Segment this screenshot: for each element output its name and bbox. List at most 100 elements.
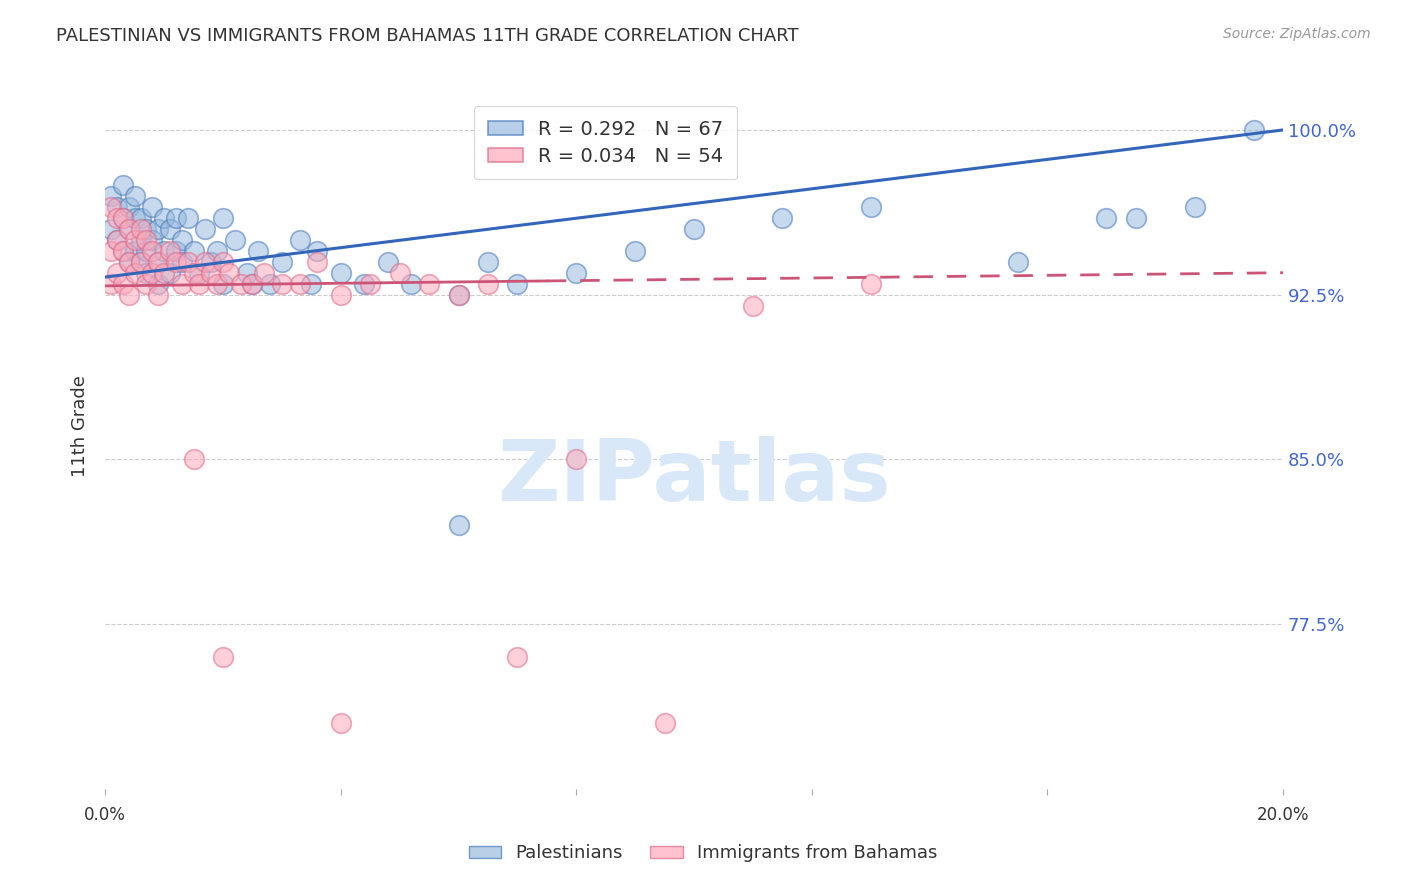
Point <box>141 244 163 258</box>
Point <box>148 287 170 301</box>
Point <box>124 244 146 258</box>
Point <box>329 287 352 301</box>
Point <box>259 277 281 291</box>
Point <box>183 244 205 258</box>
Point <box>683 221 706 235</box>
Point <box>105 266 128 280</box>
Point <box>359 277 381 291</box>
Point <box>200 266 222 280</box>
Point <box>129 211 152 225</box>
Point <box>111 277 134 291</box>
Point <box>212 650 235 665</box>
Point <box>165 211 187 225</box>
Point <box>105 200 128 214</box>
Point <box>205 244 228 258</box>
Point <box>565 266 588 280</box>
Point <box>118 221 141 235</box>
Text: 0.0%: 0.0% <box>84 806 127 824</box>
Point <box>153 211 176 225</box>
Point <box>124 266 146 280</box>
Point <box>129 233 152 247</box>
Point <box>124 211 146 225</box>
Point <box>194 254 217 268</box>
Point <box>205 277 228 291</box>
Point <box>188 266 211 280</box>
Point <box>235 266 257 280</box>
Point <box>654 715 676 730</box>
Point <box>148 254 170 268</box>
Point <box>118 254 141 268</box>
Point <box>105 233 128 247</box>
Text: ZIPatlas: ZIPatlas <box>498 435 891 518</box>
Point <box>212 254 235 268</box>
Point <box>135 277 157 291</box>
Point <box>253 266 276 280</box>
Point <box>159 266 181 280</box>
Point <box>148 221 170 235</box>
Point <box>159 221 181 235</box>
Point <box>111 178 134 192</box>
Text: PALESTINIAN VS IMMIGRANTS FROM BAHAMAS 11TH GRADE CORRELATION CHART: PALESTINIAN VS IMMIGRANTS FROM BAHAMAS 1… <box>56 27 799 45</box>
Point <box>176 254 198 268</box>
Text: Source: ZipAtlas.com: Source: ZipAtlas.com <box>1223 27 1371 41</box>
Point <box>111 211 134 225</box>
Point <box>165 254 187 268</box>
Point <box>118 221 141 235</box>
Point <box>859 200 882 214</box>
Point <box>100 221 122 235</box>
Point <box>111 244 134 258</box>
Point <box>129 254 152 268</box>
Point <box>477 277 499 291</box>
Legend: R = 0.292   N = 67, R = 0.034   N = 54: R = 0.292 N = 67, R = 0.034 N = 54 <box>474 106 737 179</box>
Point <box>100 200 122 214</box>
Point <box>742 299 765 313</box>
Point <box>111 244 134 258</box>
Point <box>212 211 235 225</box>
Y-axis label: 11th Grade: 11th Grade <box>72 376 89 477</box>
Point <box>353 277 375 291</box>
Point <box>477 254 499 268</box>
Point <box>859 277 882 291</box>
Point <box>141 200 163 214</box>
Legend: Palestinians, Immigrants from Bahamas: Palestinians, Immigrants from Bahamas <box>461 838 945 870</box>
Point <box>270 277 292 291</box>
Point <box>1125 211 1147 225</box>
Point <box>135 266 157 280</box>
Point <box>124 189 146 203</box>
Point <box>270 254 292 268</box>
Point <box>188 277 211 291</box>
Point <box>100 277 122 291</box>
Point <box>307 254 329 268</box>
Point <box>565 452 588 467</box>
Point <box>212 277 235 291</box>
Point <box>388 266 411 280</box>
Point <box>129 254 152 268</box>
Point <box>229 277 252 291</box>
Point <box>299 277 322 291</box>
Point <box>447 287 470 301</box>
Point <box>118 200 141 214</box>
Point <box>770 211 793 225</box>
Point <box>329 266 352 280</box>
Point <box>1184 200 1206 214</box>
Point <box>100 189 122 203</box>
Point <box>1243 123 1265 137</box>
Point <box>183 266 205 280</box>
Point <box>118 287 141 301</box>
Point <box>118 254 141 268</box>
Point <box>377 254 399 268</box>
Point <box>170 277 193 291</box>
Point <box>506 650 529 665</box>
Point <box>135 221 157 235</box>
Point <box>124 233 146 247</box>
Point <box>165 244 187 258</box>
Text: 20.0%: 20.0% <box>1257 806 1309 824</box>
Point <box>111 211 134 225</box>
Point <box>153 266 176 280</box>
Point <box>194 221 217 235</box>
Point <box>624 244 647 258</box>
Point <box>447 287 470 301</box>
Point <box>288 277 311 291</box>
Point <box>159 244 181 258</box>
Point <box>218 266 240 280</box>
